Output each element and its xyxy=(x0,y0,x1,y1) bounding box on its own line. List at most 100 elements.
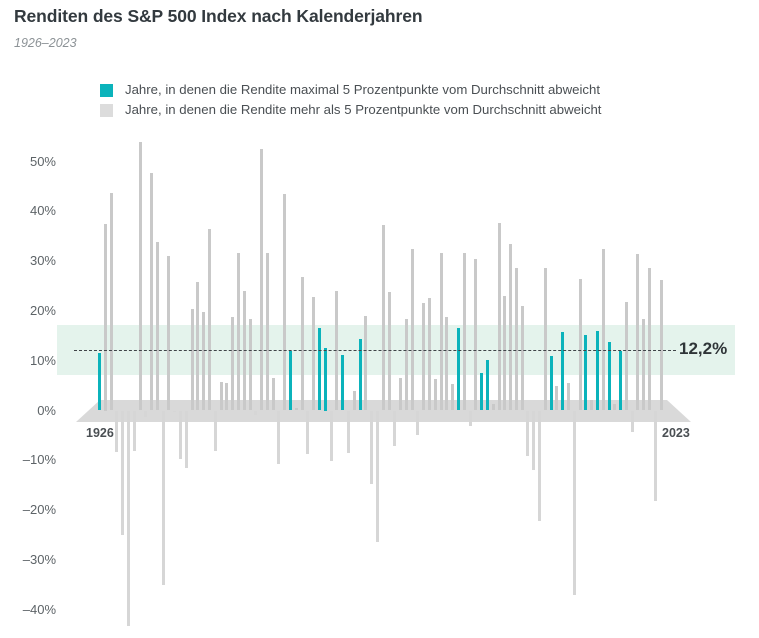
legend-label-near-average: Jahre, in denen die Rendite maximal 5 Pr… xyxy=(125,82,601,98)
bar-2007 xyxy=(566,383,570,411)
bar-2015 xyxy=(613,403,617,411)
bar-1986 xyxy=(445,317,449,411)
bar-1968 xyxy=(341,355,345,411)
bar-1959 xyxy=(289,350,293,411)
bar-1969 xyxy=(346,410,350,453)
y-axis-tick-0: 0% xyxy=(37,402,56,418)
bar-1972 xyxy=(364,315,368,411)
bar-1974 xyxy=(375,410,379,543)
bar-1927 xyxy=(103,223,107,411)
bar-1991 xyxy=(474,258,478,411)
legend-item-near-average: Jahre, in denen die Rendite maximal 5 Pr… xyxy=(100,80,601,100)
bar-1929 xyxy=(115,410,119,453)
bar-1944 xyxy=(202,311,206,411)
bar-1926 xyxy=(98,352,101,411)
y-axis-tick--20: –20% xyxy=(22,502,56,518)
bar-1978 xyxy=(399,377,403,411)
y-axis-tick--40: –40% xyxy=(22,601,56,617)
bar-1961 xyxy=(300,276,304,411)
bar-2014 xyxy=(607,342,611,411)
bar-1965 xyxy=(323,348,327,411)
baseline-platform xyxy=(76,399,691,423)
bar-2023 xyxy=(659,279,663,411)
bar-1989 xyxy=(462,252,466,411)
bar-2002 xyxy=(538,410,542,521)
y-axis-tick-30: 30% xyxy=(29,253,56,269)
bar-2003 xyxy=(543,267,547,411)
bar-2016 xyxy=(619,350,623,411)
bar-2021 xyxy=(648,267,652,411)
bar-2009 xyxy=(578,278,582,411)
bar-1964 xyxy=(318,328,322,411)
chart-legend: Jahre, in denen die Rendite maximal 5 Pr… xyxy=(100,80,601,120)
bar-1942 xyxy=(190,309,194,411)
bar-1946 xyxy=(213,410,217,451)
bar-1936 xyxy=(155,241,159,411)
bar-1977 xyxy=(393,410,397,447)
bar-1949 xyxy=(231,316,235,411)
bar-1935 xyxy=(150,172,154,411)
bar-1956 xyxy=(271,377,275,411)
bar-2011 xyxy=(590,400,594,411)
x-axis-start-label: 1926 xyxy=(86,425,114,440)
bar-2020 xyxy=(642,318,646,411)
y-axis-tick--30: –30% xyxy=(22,551,56,567)
bar-1931 xyxy=(126,410,130,627)
bar-1952 xyxy=(248,318,252,411)
y-axis-tick--10: –10% xyxy=(22,452,56,468)
bar-1973 xyxy=(370,410,374,484)
bar-1960 xyxy=(294,408,298,411)
bar-1995 xyxy=(497,223,501,411)
bar-1997 xyxy=(509,244,513,411)
legend-label-far-from-average: Jahre, in denen die Rendite mehr als 5 P… xyxy=(125,102,602,118)
bar-2006 xyxy=(561,331,565,411)
bar-2012 xyxy=(595,330,599,411)
bar-1958 xyxy=(283,194,287,411)
bar-1962 xyxy=(306,410,310,454)
average-value-label: 12,2% xyxy=(679,338,728,358)
bar-1937 xyxy=(161,410,165,585)
bar-1996 xyxy=(503,295,507,411)
bar-1982 xyxy=(422,302,426,411)
bar-1943 xyxy=(196,281,200,411)
chart-subtitle: 1926–2023 xyxy=(14,36,77,50)
bar-1947 xyxy=(219,382,223,411)
bar-1963 xyxy=(312,296,316,411)
bar-1933 xyxy=(138,141,142,411)
bar-1928 xyxy=(109,193,113,411)
bar-1999 xyxy=(520,305,524,411)
bar-1985 xyxy=(439,252,443,411)
legend-item-far-from-average: Jahre, in denen die Rendite mehr als 5 P… xyxy=(100,100,601,120)
legend-swatch-icon-near-average xyxy=(100,83,113,97)
bar-1993 xyxy=(485,360,489,411)
bar-1992 xyxy=(480,372,484,411)
y-axis-tick-20: 20% xyxy=(29,302,56,318)
bar-2005 xyxy=(555,386,559,411)
bar-2010 xyxy=(584,335,588,411)
bar-1988 xyxy=(456,327,460,411)
bar-1981 xyxy=(416,410,420,435)
legend-swatch-icon-far-from-average xyxy=(100,103,113,117)
y-axis-tick-10: 10% xyxy=(29,352,56,368)
bar-1998 xyxy=(514,268,518,411)
bar-1945 xyxy=(208,229,211,411)
bar-2019 xyxy=(636,253,640,411)
bar-2004 xyxy=(549,356,553,411)
bar-1966 xyxy=(329,410,333,461)
bar-1990 xyxy=(468,410,472,426)
x-axis-end-label: 2023 xyxy=(662,425,690,440)
bar-2008 xyxy=(572,410,576,595)
bar-1980 xyxy=(410,249,414,411)
bar-2022 xyxy=(653,410,657,501)
bar-1971 xyxy=(358,339,362,411)
bar-2013 xyxy=(601,249,605,411)
bar-1932 xyxy=(132,410,136,452)
bar-1954 xyxy=(260,148,264,411)
bar-1934 xyxy=(144,410,148,418)
bar-1930 xyxy=(121,410,125,535)
y-axis-tick-40: 40% xyxy=(29,203,56,219)
bar-1955 xyxy=(265,253,269,411)
bar-1941 xyxy=(184,410,188,469)
